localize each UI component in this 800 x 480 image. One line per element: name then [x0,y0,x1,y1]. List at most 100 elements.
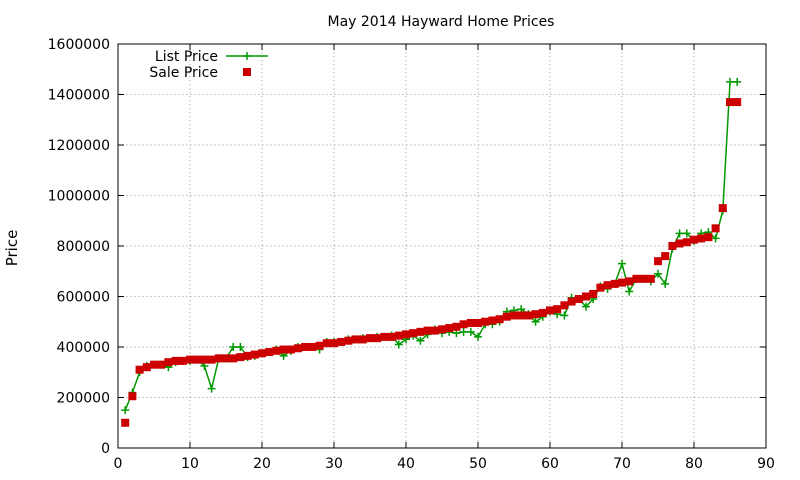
sale-price-point [373,334,382,343]
sale-price-point [438,325,446,334]
list-price-point [394,340,403,349]
sale-price-point [150,360,158,369]
list-price-point [207,384,216,393]
list-price-point [726,77,734,86]
sale-price-point [286,345,295,354]
sale-price-point [474,319,482,328]
sale-price-point [358,335,367,344]
sale-price-point [466,319,475,328]
sale-price-point [416,327,425,336]
x-tick-label: 40 [397,456,415,472]
sale-price-point [229,354,238,363]
list-price-point [229,343,238,351]
sale-price-point [495,315,504,324]
sale-price-point [481,317,490,326]
x-tick-label: 50 [469,456,487,472]
sale-price-point [459,320,468,329]
sale-price-point [250,350,259,359]
sale-price-point [718,204,727,213]
sale-price-point [423,326,432,335]
sale-price-point [654,257,662,266]
sale-price-point [272,346,281,355]
sale-price-point [574,295,583,304]
sale-price-point [135,365,144,374]
sale-price-point [682,238,691,247]
sale-price-point [164,358,173,367]
x-tick-label: 70 [613,456,631,472]
sale-price-point [193,355,202,364]
sale-price-point [632,274,641,283]
sale-price-point [279,345,288,354]
sale-price-point [330,339,338,348]
x-tick-label: 0 [114,456,123,472]
legend: List Price Sale Price [149,49,268,81]
list-price-legend-point [243,52,251,60]
list-price-point [121,406,130,415]
y-tick-label: 600000 [57,290,110,306]
x-tick-label: 20 [253,456,271,472]
sale-price-point [690,235,698,244]
y-tick-label: 1400000 [48,88,110,104]
sale-price-point [322,339,331,348]
axis-ticks: 0 10 20 30 40 50 60 70 80 90 0 200000 400000 600000 80… [48,37,775,472]
sale-price-point [258,349,266,358]
sale-price-point [625,277,634,286]
sale-price-point [315,341,324,350]
sale-price-point [200,355,209,364]
sale-price-point [524,311,533,320]
sale-price-point [711,224,720,233]
list-price-point [654,269,662,278]
sale-price-point [596,283,605,292]
series-sale-price [121,98,742,427]
x-tick-label: 10 [181,456,199,472]
sale-price-point [265,348,274,357]
sale-price-point [697,234,706,243]
chart-title: May 2014 Hayward Home Prices [328,14,555,30]
sale-price-point [236,353,245,362]
sale-price-point [733,98,742,107]
y-tick-label: 0 [101,441,110,457]
sale-price-point [128,392,137,401]
sale-price-point [178,356,187,365]
sale-price-point [553,305,562,314]
list-price-point [675,229,684,238]
sale-price-point [214,354,223,363]
sale-price-point [538,308,547,317]
sale-price-point [661,252,670,261]
sale-price-point [142,363,151,372]
list-price-point [582,302,590,311]
y-tick-label: 800000 [57,239,110,255]
list-price-point [466,327,475,336]
legend-marker-sale-price [243,68,251,76]
sale-price-point [445,324,454,333]
sale-price-point [452,322,461,331]
sale-price-point [589,289,598,298]
sale-price-point [546,306,554,315]
list-price-point [618,259,626,268]
sale-price-point [610,279,619,288]
sale-price-point [402,330,410,339]
list-price-point [560,311,569,320]
x-tick-label: 60 [541,456,559,472]
list-price-point [711,234,720,243]
sale-price-point [294,344,302,353]
sale-price-point [351,335,360,344]
sale-price-point [222,354,230,363]
sale-price-point [517,311,526,320]
sale-price-point [387,332,396,341]
list-price-point [459,327,468,336]
y-tick-label: 200000 [57,391,110,407]
sale-price-point [618,278,626,287]
sale-price-point [380,332,389,341]
sale-price-point [171,356,180,365]
y-axis-label: Price [3,230,21,267]
sale-price-point [675,239,684,248]
y-tick-label: 1200000 [48,138,110,154]
sale-price-point [301,343,310,351]
sale-price-point [157,360,166,369]
sale-price-point [502,312,511,321]
list-price-point [474,332,482,341]
list-price-point [661,279,670,288]
sale-price-point [207,355,216,364]
